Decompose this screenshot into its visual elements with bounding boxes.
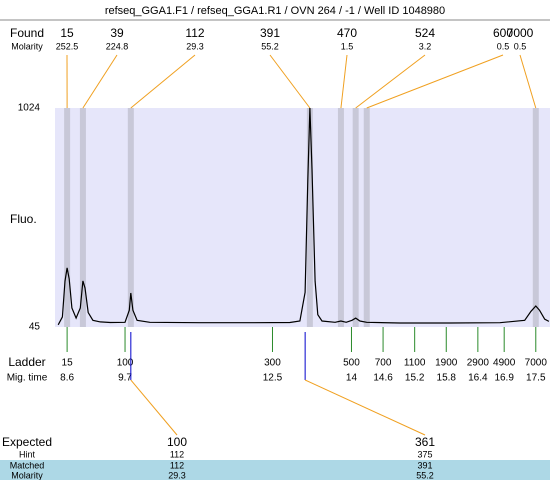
found-molarity: 224.8	[106, 41, 129, 51]
matched-highlight	[0, 460, 550, 480]
ladder-time: 15.8	[437, 373, 457, 384]
matched-size: 112	[170, 460, 184, 470]
peak-band	[364, 108, 370, 327]
ladder-time: 14	[346, 373, 358, 384]
ladder-size: 4900	[493, 358, 516, 369]
matched-size: 391	[417, 460, 432, 470]
found-molarity: 55.2	[261, 41, 279, 51]
expected-label: Expected	[2, 435, 52, 449]
y-tick-label: 1024	[18, 103, 41, 114]
found-size: 39	[110, 26, 124, 40]
matched-label: Matched	[10, 460, 45, 470]
ladder-size: 300	[264, 358, 281, 369]
ladder-size: 1100	[404, 358, 426, 369]
ladder-size: 15	[62, 358, 74, 369]
found-size: 524	[415, 26, 435, 40]
peak-connector	[520, 55, 536, 108]
found-molarity: 29.3	[186, 41, 204, 51]
found-molarity: 252.5	[56, 41, 79, 51]
ladder-time: 9.7	[118, 373, 132, 384]
hint-size: 112	[170, 449, 184, 459]
peak-band	[338, 108, 344, 327]
ladder-label: Ladder	[8, 355, 45, 369]
header-title: refseq_GGA1.F1 / refseq_GGA1.R1 / OVN 26…	[105, 5, 445, 17]
matched-molarity: 29.3	[168, 470, 186, 480]
ladder-size: 2900	[467, 358, 490, 369]
ladder-time: 12.5	[263, 373, 283, 384]
expected-connector	[305, 380, 425, 435]
found-molarity: 0.5	[514, 41, 527, 51]
peak-band	[80, 108, 86, 327]
peak-band	[307, 108, 313, 327]
ladder-size: 500	[343, 358, 360, 369]
y-axis-label: Fluo.	[10, 212, 37, 226]
found-molarity: 3.2	[419, 41, 432, 51]
peak-connector	[341, 55, 347, 108]
found-molarity: 1.5	[341, 41, 354, 51]
found-size: 112	[185, 26, 204, 40]
ladder-time: 17.5	[526, 373, 546, 384]
found-size: 470	[337, 26, 357, 40]
matched-molarity: 55.2	[416, 470, 434, 480]
expected-connector	[131, 380, 177, 435]
ladder-size: 7000	[525, 358, 548, 369]
ladder-size: 700	[375, 358, 392, 369]
hint-label: Hint	[19, 449, 36, 459]
found-label: Found	[10, 26, 44, 40]
y-tick-label: 45	[29, 322, 41, 333]
peak-band	[353, 108, 359, 327]
expected-size: 100	[167, 435, 187, 449]
peak-connector	[83, 55, 117, 108]
molarity-label: Molarity	[11, 470, 43, 480]
ladder-time: 14.6	[373, 373, 393, 384]
peak-band	[533, 108, 539, 327]
ladder-time: 15.2	[405, 373, 425, 384]
hint-size: 375	[417, 449, 432, 459]
peak-connector	[270, 55, 310, 108]
peak-connector	[131, 55, 195, 108]
found-size: 391	[260, 26, 280, 40]
ladder-sublabel: Mig. time	[7, 373, 48, 384]
found-molarity: 0.5	[497, 41, 510, 51]
peak-connector	[367, 55, 503, 108]
ladder-size: 1900	[435, 358, 458, 369]
found-sublabel: Molarity	[11, 41, 43, 51]
expected-size: 361	[415, 435, 435, 449]
ladder-time: 8.6	[60, 373, 74, 384]
peak-connector	[356, 55, 425, 108]
ladder-time: 16.4	[468, 373, 488, 384]
found-size: 15	[60, 26, 74, 40]
found-size: 7000	[507, 26, 534, 40]
ladder-time: 16.9	[494, 373, 514, 384]
peak-band	[64, 108, 70, 327]
